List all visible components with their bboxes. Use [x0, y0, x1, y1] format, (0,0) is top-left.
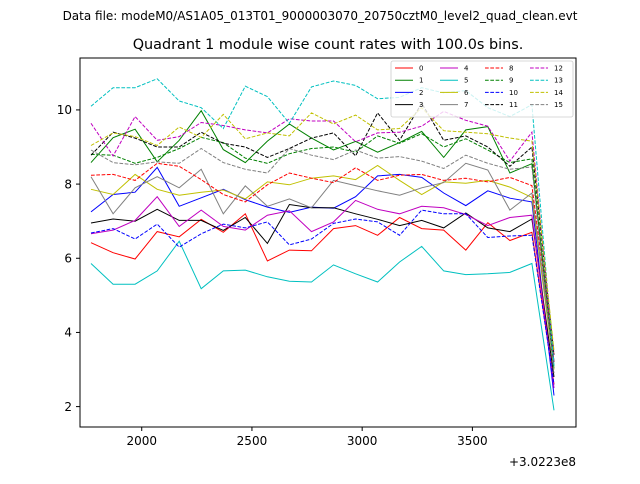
legend-label-0: 0	[419, 65, 423, 73]
series-line-5	[90, 240, 555, 411]
series-line-0	[90, 212, 555, 385]
legend-label-14: 14	[554, 89, 563, 97]
series-line-7	[90, 162, 555, 366]
x-tick-label: 3000	[347, 434, 378, 448]
legend-label-11: 11	[509, 101, 518, 109]
series-line-12	[90, 110, 555, 363]
series-line-9	[90, 133, 555, 370]
legend-label-15: 15	[554, 101, 563, 109]
x-axis: 2000 2500 3000 3500	[126, 427, 488, 448]
axes-frame	[79, 57, 577, 428]
figure-suptitle: Data file: modeM0/AS1A05_013T01_90000030…	[63, 9, 578, 23]
y-tick-label: 2	[64, 400, 72, 414]
series-line-15	[90, 147, 555, 374]
y-tick-label: 10	[57, 103, 72, 117]
y-tick-label: 4	[64, 326, 72, 340]
legend-label-7: 7	[464, 101, 468, 109]
legend-label-6: 6	[464, 89, 469, 97]
legend-label-13: 13	[554, 77, 563, 85]
y-tick-label: 6	[64, 252, 72, 266]
legend-label-1: 1	[419, 77, 423, 85]
legend-label-4: 4	[464, 65, 469, 73]
series-line-6	[90, 164, 555, 370]
plot-area	[90, 78, 555, 411]
series-line-1	[90, 109, 555, 363]
x-tick-label: 2000	[126, 434, 157, 448]
x-tick-label: 3500	[457, 434, 488, 448]
chart-title: Quadrant 1 module wise count rates with …	[133, 37, 524, 53]
series-line-11	[90, 102, 555, 355]
legend-label-10: 10	[509, 89, 518, 97]
y-axis: 2 4 6 8 10	[57, 103, 80, 414]
legend-label-2: 2	[419, 89, 423, 97]
legend-label-3: 3	[419, 101, 423, 109]
series-line-14	[90, 106, 555, 352]
series-line-10	[90, 209, 555, 385]
series-line-8	[90, 162, 555, 355]
legend-box	[390, 60, 574, 118]
legend-label-12: 12	[554, 65, 563, 73]
legend-label-5: 5	[464, 77, 468, 85]
series-line-4	[90, 195, 555, 389]
x-tick-label: 2500	[237, 434, 268, 448]
y-tick-label: 8	[64, 177, 72, 191]
legend-label-9: 9	[509, 77, 513, 85]
legend-label-8: 8	[509, 65, 513, 73]
x-axis-offset-label: +3.0223e8	[509, 455, 576, 469]
